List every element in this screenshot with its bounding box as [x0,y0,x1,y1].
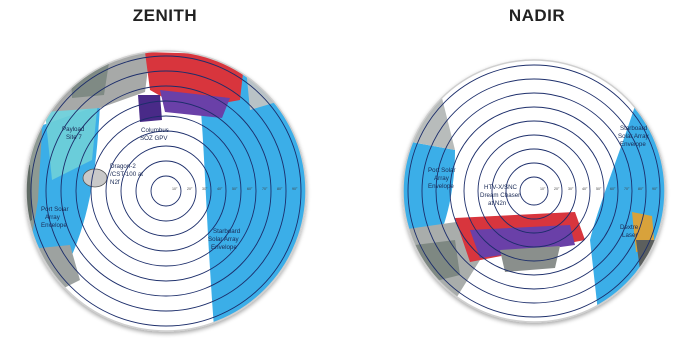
nadir-ring-30 [491,148,577,234]
nadir-ring-70 [435,92,633,290]
zenith-ring-80 [45,70,287,312]
nadir-ring-20 [505,162,563,220]
zenith-label-columbus-2: SOZ GPV [140,135,168,142]
nadir-ring-10 [519,176,549,206]
zenith-tick-20: 20° [187,187,193,191]
nadir-dextre-arm [636,240,664,270]
nadir-label-starboard-1: Starboard [620,125,648,132]
zenith-ring-40 [105,130,227,252]
nadir-label-starboard-3: Envelope [620,141,646,148]
zenith-tick-60: 60° [247,187,253,191]
nadir-tick-10: 10° [540,187,546,191]
zenith-payload-site [45,100,98,180]
nadir-port-solar-envelope [403,140,455,240]
zenith-label-dragon-1: Dragon-2 [110,163,136,170]
zenith-bezel [25,50,307,332]
nadir-tick-80: 80° [638,187,644,191]
zenith-label-starboard-2: Solar Array [208,236,240,243]
nadir-label-starboard-2: Solar Array [618,133,650,140]
nadir-htv-lower [500,246,560,272]
nadir-ring-80 [421,78,647,304]
nadir-rings [407,64,661,318]
zenith-tick-90: 90° [292,187,298,191]
nadir-ring-40 [477,134,591,248]
zenith-tick-10: 10° [172,187,178,191]
zenith-tick-50: 50° [232,187,238,191]
zenith-label-port-3: Envelope [41,222,67,229]
zenith-left-structure [26,108,42,280]
zenith-label-starboard-1: Starboard [213,228,241,235]
nadir-tick-60: 60° [610,187,616,191]
zenith-label-dragon-2: /CST-100 at [110,171,143,178]
zenith-ring-70 [60,85,272,297]
zenith-ring-30 [120,145,212,237]
zenith-ring-10 [150,175,182,207]
nadir-tick-20: 20° [554,187,560,191]
zenith-label-payload-2: Site 7 [66,134,82,141]
nadir-label-port-2: Array [434,175,450,182]
nadir-label-port-1: Port Solar [428,167,456,174]
zenith-label-dragon-3: N2f [110,179,120,186]
nadir-ring-90 [407,64,661,318]
nadir-label-htv-2: Dream Chaser [480,192,520,199]
zenith-title: ZENITH [132,6,198,25]
nadir-label-htv-1: HTV-X/SNC [484,184,518,191]
nadir-title: NADIR [508,6,566,25]
nadir-bezel [402,59,666,323]
nadir-tick-30: 30° [568,187,574,191]
zenith-ring-60 [75,100,257,282]
zenith-ring-90 [30,55,302,327]
nadir-tick-70: 70° [624,187,630,191]
nadir-fisheye: 10° 20° 30° 40° 50° 60° 70° 80° 90° Star… [402,59,666,323]
zenith-dragon-vehicle [82,168,108,188]
zenith-tick-70: 70° [262,187,268,191]
zenith-ring-20 [135,160,197,222]
zenith-tick-30: 30° [202,187,208,191]
zenith-tick-80: 80° [277,187,283,191]
zenith-label-port-2: Array [45,214,61,221]
nadir-label-dextre-1: Dextre [620,224,639,231]
nadir-label-dextre-2: Laser [622,232,637,239]
zenith-truss-panel [70,55,110,98]
nadir-ring-60 [449,106,619,276]
zenith-label-port-1: Port Solar [41,206,69,213]
zenith-ring-50 [90,115,242,267]
nadir-tick-40: 40° [582,187,588,191]
zenith-label-columbus-1: Columbus [141,127,169,134]
zenith-label-payload-1: Payload [62,126,85,133]
zenith-right-structure [245,58,300,110]
zenith-rings [30,55,302,327]
nadir-ring-50 [463,120,605,262]
nadir-tick-90: 90° [652,187,658,191]
nadir-label-htv-3: at N2n [488,200,507,207]
nadir-label-port-3: Envelope [428,183,454,190]
zenith-tick-40: 40° [217,187,223,191]
zenith-label-starboard-3: Envelope [211,244,237,251]
nadir-tick-50: 50° [596,187,602,191]
zenith-fisheye: 10° 20° 30° 40° 50° 60° 70° 80° 90° Payl… [25,50,307,332]
